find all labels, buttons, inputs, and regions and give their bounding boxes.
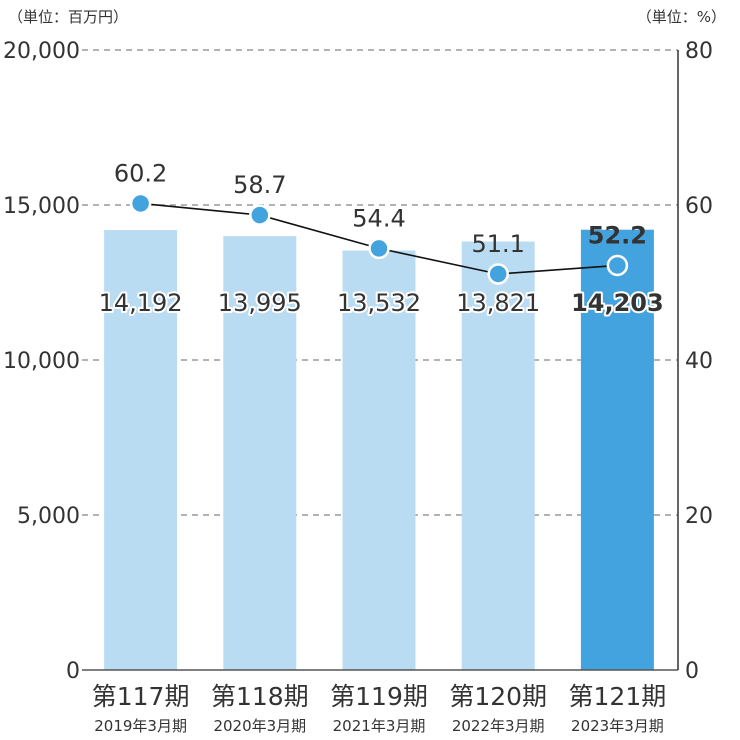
ratio-marker: [368, 237, 390, 260]
period-label: 第121期: [569, 682, 667, 711]
right-tick-label: 0: [685, 659, 699, 684]
ratio-marker: [249, 204, 271, 226]
ratio-value-label: 54.4: [352, 204, 405, 232]
right-tick-label: 20: [685, 504, 713, 529]
bar-value-label: 14,192: [99, 289, 183, 317]
left-tick-label: 15,000: [3, 194, 80, 219]
left-tick-label: 20,000: [3, 39, 80, 64]
ratio-value-label: 60.2: [114, 159, 167, 187]
left-tick-label: 0: [66, 659, 80, 684]
period-label: 第118期: [211, 682, 309, 711]
bar-value-label: 13,995: [218, 289, 302, 317]
bar: [580, 229, 654, 670]
fiscal-date-label: 2022年3月期: [452, 717, 545, 735]
bars: [104, 229, 654, 670]
ratio-value-label: 51.1: [471, 230, 524, 258]
fiscal-date-label: 2021年3月期: [333, 717, 426, 735]
right-tick-label: 40: [685, 349, 713, 374]
period-label: 第119期: [330, 682, 428, 711]
ratio-markers: [129, 192, 629, 285]
period-label: 第117期: [92, 682, 190, 711]
ratio-marker: [606, 254, 629, 277]
ratio-value-label: 58.7: [233, 171, 286, 199]
fiscal-date-label: 2023年3月期: [571, 717, 664, 735]
bar-value-labels: 14,192 13,995 13,532 13,821 14,203: [97, 287, 666, 319]
ratio-marker: [487, 263, 509, 285]
left-tick-label: 5,000: [17, 504, 80, 529]
bar: [223, 236, 297, 670]
bar-value-label: 13,821: [456, 289, 540, 317]
fiscal-date-label: 2019年3月期: [94, 717, 187, 735]
ratio-value-label: 52.2: [588, 221, 647, 249]
bar-value-label: 13,532: [337, 289, 421, 317]
right-tick-label: 80: [685, 39, 713, 64]
ratio-marker: [129, 192, 152, 215]
left-unit-label: （単位：百万円）: [8, 8, 128, 26]
bar: [104, 230, 178, 670]
left-tick-label: 10,000: [3, 349, 80, 374]
bar: [342, 250, 416, 670]
axes: [82, 50, 679, 671]
category-labels: 第117期 2019年3月期 第118期 2020年3月期 第119期 2021年3月期 第…: [92, 682, 667, 735]
ratio-value-labels: 60.2 58.7 54.4 51.1 52.2: [114, 159, 647, 258]
right-axis-ticks: 0 20 40 60 80: [685, 39, 713, 684]
right-unit-label: （単位：%）: [637, 8, 726, 26]
bar: [461, 241, 535, 670]
left-axis-ticks: 0 5,000 10,000 15,000 20,000: [3, 39, 80, 684]
right-tick-label: 60: [685, 194, 713, 219]
bar-value-label: 14,203: [571, 289, 664, 317]
period-label: 第120期: [449, 682, 547, 711]
fiscal-date-label: 2020年3月期: [213, 717, 306, 735]
